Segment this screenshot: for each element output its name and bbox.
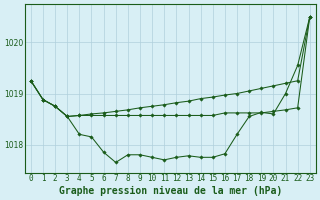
X-axis label: Graphe pression niveau de la mer (hPa): Graphe pression niveau de la mer (hPa) — [59, 186, 282, 196]
